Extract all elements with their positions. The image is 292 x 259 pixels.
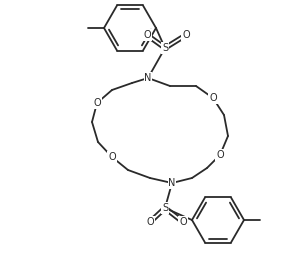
Text: O: O [143,30,151,40]
Text: N: N [144,73,152,83]
Text: S: S [162,203,168,213]
Text: O: O [209,93,217,103]
Text: N: N [168,178,176,188]
Text: O: O [146,217,154,227]
Text: O: O [108,152,116,162]
Text: O: O [93,98,101,108]
Text: S: S [162,43,168,53]
Text: O: O [182,30,190,40]
Text: O: O [179,217,187,227]
Text: O: O [216,150,224,160]
